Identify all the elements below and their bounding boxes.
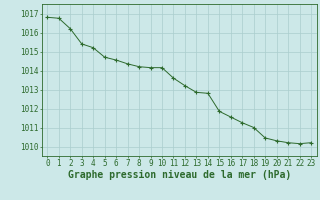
X-axis label: Graphe pression niveau de la mer (hPa): Graphe pression niveau de la mer (hPa) (68, 170, 291, 180)
